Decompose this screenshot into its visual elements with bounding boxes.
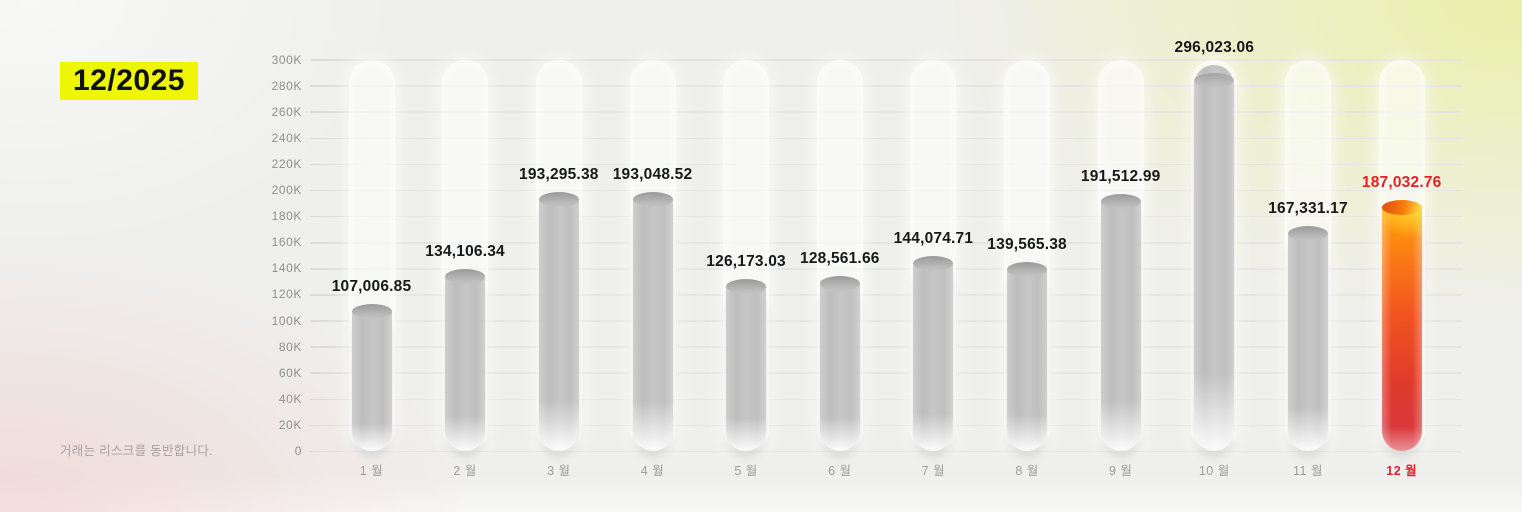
x-axis-label: 5 월 bbox=[734, 464, 758, 478]
gridline bbox=[310, 294, 1462, 296]
bar-value-label: 187,032.76 bbox=[1361, 173, 1442, 191]
gridline bbox=[310, 111, 1462, 113]
gridline bbox=[310, 242, 1462, 244]
gridline bbox=[310, 450, 1462, 453]
bar-top-rim bbox=[1007, 261, 1048, 277]
y-axis-label: 300K bbox=[271, 52, 302, 67]
bar-fill[interactable] bbox=[819, 283, 860, 451]
x-axis-label: 6 월 bbox=[828, 464, 852, 478]
bar-fill[interactable] bbox=[1007, 268, 1048, 451]
bar-fill[interactable] bbox=[1381, 206, 1422, 451]
bar-value-label: 107,006.85 bbox=[331, 278, 412, 296]
bar-value-label: 167,331.17 bbox=[1268, 199, 1348, 217]
bar-fill[interactable] bbox=[913, 263, 954, 451]
gridline bbox=[310, 372, 1462, 374]
gridline bbox=[310, 424, 1462, 427]
bar-top-rim bbox=[1288, 225, 1328, 241]
y-axis-label: 240K bbox=[271, 130, 302, 145]
y-axis-label: 80K bbox=[278, 339, 302, 354]
gridline bbox=[310, 189, 1462, 192]
bar-top-rim bbox=[538, 191, 579, 207]
gridline bbox=[310, 398, 1462, 401]
x-axis-label: 9 월 bbox=[1108, 464, 1133, 478]
x-axis-label: 10 월 bbox=[1198, 464, 1230, 478]
x-axis-label: 12 월 bbox=[1386, 464, 1418, 478]
gridline bbox=[310, 85, 1462, 87]
bar-top-rim bbox=[445, 269, 486, 284]
bar-value-label: 193,048.52 bbox=[612, 166, 693, 184]
bar-fill[interactable] bbox=[1194, 64, 1235, 451]
period-badge: 12/2025 bbox=[60, 62, 198, 100]
x-axis-label: 4 월 bbox=[640, 464, 665, 478]
bar-value-label: 144,074.71 bbox=[893, 230, 974, 247]
y-axis-label: 200K bbox=[271, 183, 302, 197]
bar-top-rim bbox=[632, 192, 673, 208]
bar-top-rim bbox=[726, 279, 767, 295]
gridline bbox=[310, 346, 1462, 348]
y-axis-label: 100K bbox=[271, 313, 302, 328]
y-axis-label: 220K bbox=[271, 156, 302, 171]
y-axis-label: 180K bbox=[271, 209, 302, 224]
bar-top-rim bbox=[819, 276, 860, 292]
bar-fill[interactable] bbox=[632, 199, 673, 451]
y-axis-label: 160K bbox=[271, 235, 302, 250]
bar-value-label: 191,512.99 bbox=[1080, 168, 1161, 186]
gridline bbox=[310, 137, 1462, 140]
y-axis-label: 40K bbox=[278, 391, 302, 406]
y-axis-label: 60K bbox=[278, 365, 302, 380]
disclaimer-text: 거래는 리스크를 동반합니다. bbox=[60, 444, 213, 458]
bar-fill[interactable] bbox=[1288, 232, 1328, 451]
x-axis-label: 8 월 bbox=[1015, 464, 1039, 478]
bar-value-label: 126,173.03 bbox=[706, 253, 786, 271]
bar-fill[interactable] bbox=[538, 198, 579, 451]
bar-fill[interactable] bbox=[726, 286, 767, 451]
y-axis-label: 260K bbox=[271, 104, 302, 119]
y-axis-label: 0 bbox=[294, 444, 302, 458]
bar-top-rim bbox=[1100, 194, 1141, 210]
gridline bbox=[310, 320, 1462, 322]
x-axis-label: 1 월 bbox=[359, 464, 384, 478]
x-axis-label: 3 월 bbox=[547, 464, 571, 478]
bar-fill[interactable] bbox=[1100, 201, 1141, 451]
bar-top-rim bbox=[351, 304, 392, 320]
gridline bbox=[310, 163, 1462, 166]
bar-value-label: 134,106.34 bbox=[425, 243, 505, 260]
bar-value-label: 128,561.66 bbox=[800, 250, 880, 268]
bar-fill[interactable] bbox=[445, 276, 486, 451]
bar-top-rim bbox=[913, 256, 954, 271]
bar-top-rim bbox=[1194, 72, 1235, 88]
x-axis-label: 2 월 bbox=[453, 464, 477, 478]
bar-fill[interactable] bbox=[351, 311, 392, 451]
bar-value-label: 193,295.38 bbox=[519, 165, 599, 183]
gridline bbox=[310, 215, 1462, 218]
gridline bbox=[310, 268, 1462, 270]
y-axis-label: 120K bbox=[271, 287, 302, 302]
x-axis-label: 11 월 bbox=[1293, 464, 1323, 478]
y-axis-label: 280K bbox=[271, 78, 302, 93]
y-axis-label: 140K bbox=[271, 261, 302, 276]
gridline bbox=[310, 59, 1462, 61]
y-axis-label: 20K bbox=[278, 417, 302, 432]
x-axis-label: 7 월 bbox=[921, 464, 946, 478]
bar-top-rim bbox=[1381, 199, 1422, 215]
bar-value-label: 139,565.38 bbox=[987, 235, 1067, 253]
bar-value-label: 296,023.06 bbox=[1174, 38, 1255, 56]
